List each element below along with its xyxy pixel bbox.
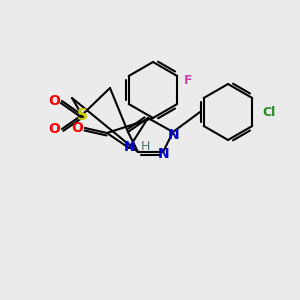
Text: N: N xyxy=(158,147,170,161)
Text: S: S xyxy=(76,107,88,122)
Text: Cl: Cl xyxy=(262,106,275,118)
Text: O: O xyxy=(48,122,60,136)
Text: O: O xyxy=(71,121,83,135)
Text: O: O xyxy=(48,94,60,108)
Text: N: N xyxy=(168,128,180,142)
Text: H: H xyxy=(141,140,150,154)
Text: F: F xyxy=(184,74,193,86)
Text: N: N xyxy=(124,140,136,154)
